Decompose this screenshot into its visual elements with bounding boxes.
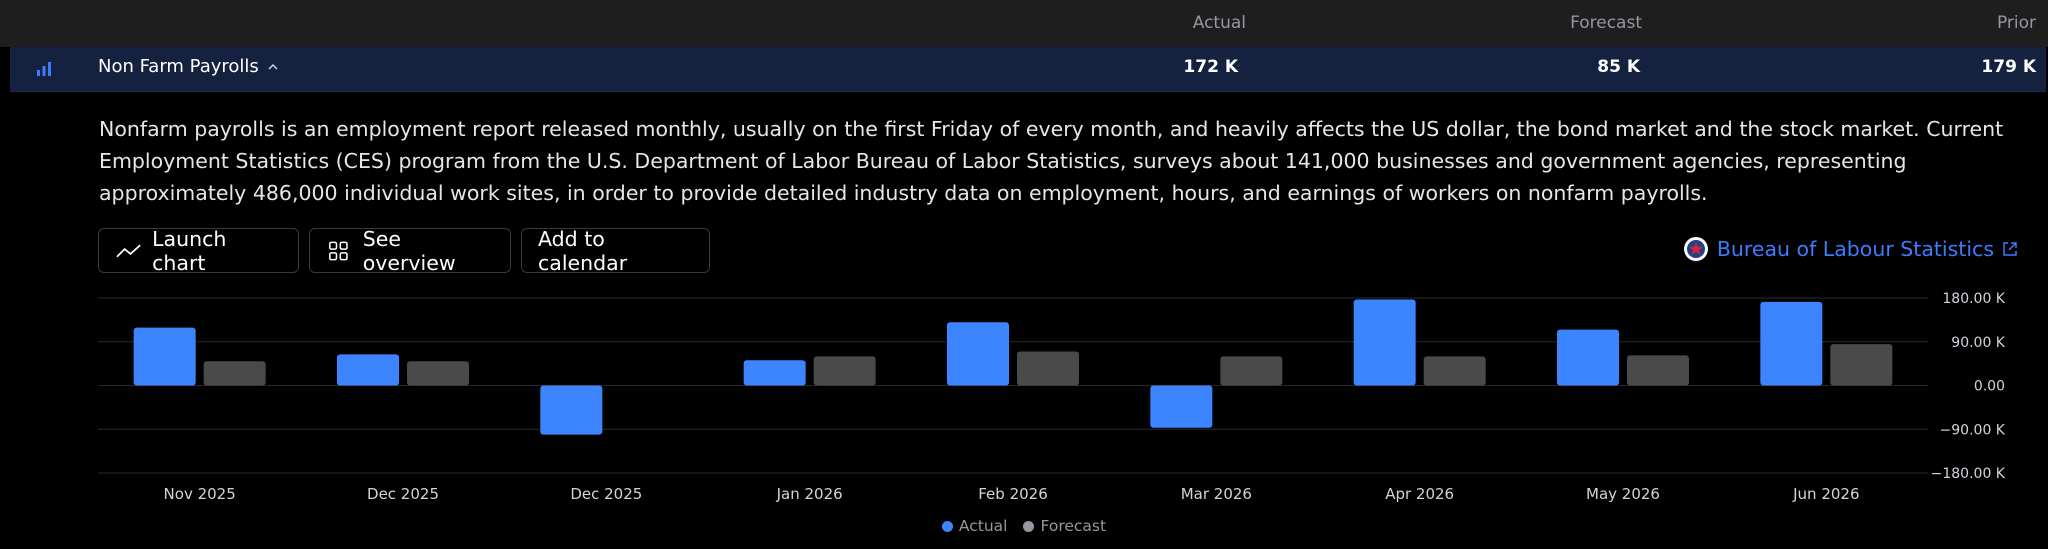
actual-bar (743, 360, 806, 386)
actual-bar (1353, 299, 1416, 386)
chevron-up-icon (268, 63, 278, 70)
forecast-bar (203, 361, 266, 386)
actual-bar (1760, 301, 1823, 386)
legend-actual-label: Actual (958, 517, 1008, 535)
line-chart-icon (116, 244, 141, 257)
y-tick-label: 90.00 K (1951, 335, 2006, 351)
event-actual: 172 K (1183, 57, 1238, 77)
see-overview-label: See overview (362, 226, 456, 275)
forecast-bar (1627, 355, 1689, 386)
x-tick-label: Apr 2026 (1385, 485, 1454, 503)
see-overview-button[interactable]: See overview (309, 226, 511, 275)
forecast-bar (1017, 351, 1079, 386)
actual-bar (133, 327, 196, 386)
actual-bar (1150, 385, 1213, 428)
x-tick-label: Mar 2026 (1181, 485, 1252, 503)
event-prior: 179 K (1981, 57, 2036, 77)
bls-logo-icon (1683, 237, 1708, 261)
launch-chart-label: Launch chart (152, 226, 227, 275)
actual-bar (1557, 329, 1619, 386)
y-tick-label: 0.00 (1974, 379, 2005, 395)
bar-chart-icon (37, 62, 51, 76)
add-to-calendar-button[interactable]: Add to calendar (521, 226, 710, 275)
y-tick-label: −90.00 K (1940, 422, 2006, 438)
legend-forecast-swatch (1023, 520, 1035, 532)
x-tick-label: Feb 2026 (978, 485, 1048, 503)
legend-actual-swatch (941, 520, 953, 532)
add-to-calendar-label: Add to calendar (538, 226, 628, 275)
y-tick-label: 180.00 K (1942, 291, 2005, 307)
forecast-bar (407, 361, 469, 386)
event-name-toggle[interactable]: Non Farm Payrolls (98, 56, 279, 77)
x-tick-label: Nov 2025 (164, 485, 236, 503)
event-forecast: 85 K (1597, 57, 1640, 77)
x-tick-label: Jan 2026 (776, 485, 843, 503)
forecast-bar (1220, 356, 1283, 386)
x-tick-label: May 2026 (1586, 485, 1660, 503)
actual-bar (947, 322, 1009, 386)
legend-actual[interactable]: Actual (941, 517, 1008, 535)
actual-bar (337, 354, 399, 386)
y-tick-label: −180.00 K (1931, 466, 2006, 482)
payrolls-bar-chart: 180.00 K 90.00 K 0.00 −90.00 K −180.00 K Nov … (98, 291, 2006, 503)
event-name: Non Farm Payrolls (98, 56, 259, 77)
event-row[interactable]: Non Farm Payrolls 172 K 85 K 179 K (10, 47, 2046, 92)
x-tick-label: Dec 2025 (570, 485, 642, 503)
x-tick-label: Dec 2025 (367, 485, 439, 503)
grid-icon (329, 241, 348, 260)
event-description: Nonfarm payrolls is an employment report… (99, 117, 2004, 205)
actual-bar (540, 385, 603, 435)
forecast-bar (1423, 356, 1486, 386)
header-forecast: Forecast (1570, 13, 1642, 33)
forecast-bar (1830, 344, 1893, 386)
source-label: Bureau of Labour Statistics (1716, 237, 1994, 261)
launch-chart-button[interactable]: Launch chart (98, 226, 299, 275)
x-tick-label: Jun 2026 (1792, 485, 1859, 503)
table-header: Actual Forecast Prior (0, 0, 2048, 47)
header-actual: Actual (1192, 13, 1246, 33)
external-link-icon (2003, 242, 2017, 256)
legend-forecast[interactable]: Forecast (1023, 517, 1106, 535)
source-link[interactable]: Bureau of Labour Statistics (1683, 236, 2018, 262)
header-prior: Prior (1996, 13, 2036, 33)
forecast-bar (813, 356, 876, 386)
legend-forecast-label: Forecast (1040, 517, 1107, 535)
chart-legend: Actual Forecast (0, 517, 2048, 535)
